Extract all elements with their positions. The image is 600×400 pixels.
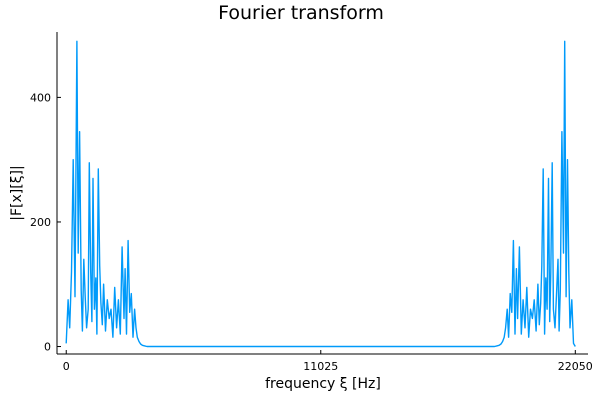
x-tick-label: 11025 (303, 360, 338, 373)
y-tick-label: 400 (30, 91, 51, 104)
chart-title: Fourier transform (218, 2, 384, 24)
x-axis-label: frequency ξ [Hz] (265, 376, 381, 392)
x-tick-label: 22050 (558, 360, 593, 373)
plot-area: 0 11025 22050 0 200 400 (30, 32, 593, 373)
y-tick-label: 200 (30, 216, 51, 229)
x-tick-label: 0 (63, 360, 70, 373)
series-line (65, 40, 576, 348)
y-tick-label: 0 (44, 341, 51, 354)
y-axis-label: |F[x][ξ]| (9, 165, 25, 220)
x-ticks: 0 11025 22050 (63, 350, 593, 373)
y-ticks: 0 200 400 (30, 91, 61, 354)
